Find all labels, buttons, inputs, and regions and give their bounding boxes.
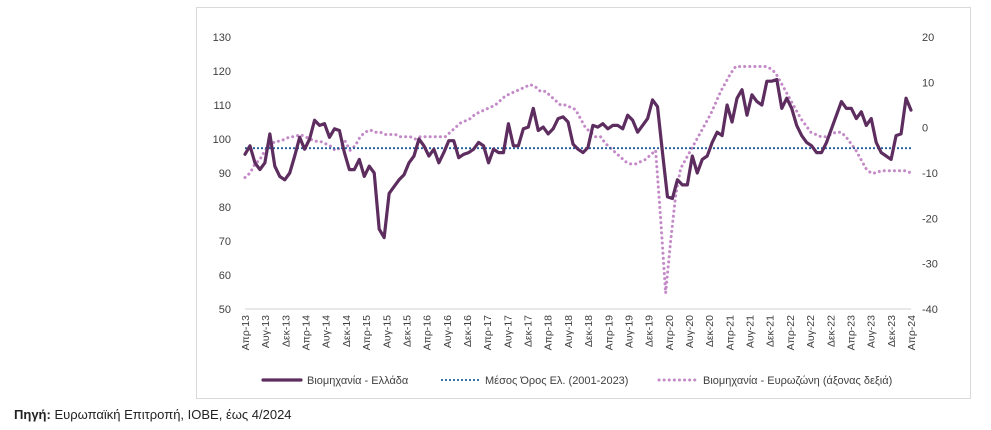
x-tick-label: Απρ-17 <box>482 315 494 351</box>
y-left-tick-label: 110 <box>213 100 231 112</box>
x-tick-label: Απρ-20 <box>664 315 676 351</box>
x-tick-label: Δεκ-14 <box>341 315 353 347</box>
y-left-tick-label: 130 <box>213 32 231 44</box>
x-tick-label: Απρ-22 <box>785 315 797 351</box>
x-tick-label: Απρ-21 <box>724 315 736 351</box>
x-tick-label: Δεκ-22 <box>825 315 837 347</box>
x-tick-label: Δεκ-19 <box>644 315 656 347</box>
series-line-2 <box>243 64 913 295</box>
x-tick-label: Αυγ-17 <box>502 315 514 348</box>
x-tick-label: Αυγ-15 <box>381 315 393 348</box>
y-right-tick-label: 0 <box>922 123 928 135</box>
x-tick-label: Απρ-24 <box>906 315 918 351</box>
source-text: Ευρωπαϊκή Επιτροπή, ΙΟΒΕ, έως 4/2024 <box>50 407 292 422</box>
y-left-tick-label: 60 <box>219 270 231 282</box>
x-tick-label: Απρ-19 <box>603 315 615 351</box>
y-left-tick-label: 90 <box>219 168 231 180</box>
x-tick-label: Αυγ-21 <box>745 315 757 348</box>
y-left-tick-label: 100 <box>213 134 231 146</box>
series-line-0 <box>243 77 913 240</box>
x-tick-label: Αυγ-19 <box>623 315 635 348</box>
y-left-tick-label: 80 <box>219 202 231 214</box>
x-tick-label: Αυγ-20 <box>684 315 696 348</box>
chart-frame: 50 60 70 80 90 100 110 120 130 -40 -30 -20 -10 0 10 20 Α… <box>196 7 971 399</box>
x-tick-label: Αυγ-23 <box>866 315 878 348</box>
y-left-tick-label: 50 <box>219 304 231 316</box>
y-right-tick-label: 20 <box>922 32 934 44</box>
chart-svg: 50 60 70 80 90 100 110 120 130 -40 -30 -20 -10 0 10 20 Α… <box>213 32 938 387</box>
x-tick-label: Δεκ-16 <box>462 315 474 347</box>
x-tick-label: Αυγ-18 <box>563 315 575 348</box>
legend-label: Μέσος Όρος Ελ. (2001-2023) <box>485 375 628 387</box>
x-tick-label: Δεκ-18 <box>583 315 595 347</box>
source-note: Πηγή: Ευρωπαϊκή Επιτροπή, ΙΟΒΕ, έως 4/20… <box>14 407 292 422</box>
x-tick-label: Απρ-18 <box>543 315 555 351</box>
x-tick-label: Αυγ-16 <box>442 315 454 348</box>
y-right-tick-label: -10 <box>922 168 938 180</box>
y-left-tick-label: 120 <box>213 66 231 78</box>
y-right-tick-label: -20 <box>922 213 938 225</box>
x-tick-label: Δεκ-21 <box>765 315 777 347</box>
y-left-tick-label: 70 <box>219 236 231 248</box>
x-tick-label: Δεκ-15 <box>401 315 413 347</box>
x-tick-label: Απρ-15 <box>361 315 373 351</box>
x-tick-label: Δεκ-13 <box>280 315 292 347</box>
x-tick-label: Απρ-16 <box>422 315 434 351</box>
x-tick-label: Απρ-23 <box>845 315 857 351</box>
y-right-tick-label: 10 <box>922 77 934 89</box>
source-label: Πηγή: <box>14 407 51 422</box>
x-tick-label: Αυγ-22 <box>805 315 817 348</box>
x-tick-label: Δεκ-17 <box>523 315 535 347</box>
y-right-tick-label: -40 <box>922 304 938 316</box>
y-right-tick-label: -30 <box>922 259 938 271</box>
legend-label: Βιομηχανία - Ελλάδα <box>307 375 409 387</box>
x-tick-label: Δεκ-20 <box>704 315 716 347</box>
legend-label: Βιομηχανία - Ευρωζώνη (άξονας δεξιά) <box>703 375 892 387</box>
x-tick-label: Απρ-14 <box>301 315 313 351</box>
x-tick-label: Αυγ-14 <box>321 315 333 348</box>
x-tick-label: Αυγ-13 <box>260 315 272 348</box>
x-tick-label: Απρ-13 <box>240 315 252 351</box>
x-tick-label: Δεκ-23 <box>886 315 898 347</box>
